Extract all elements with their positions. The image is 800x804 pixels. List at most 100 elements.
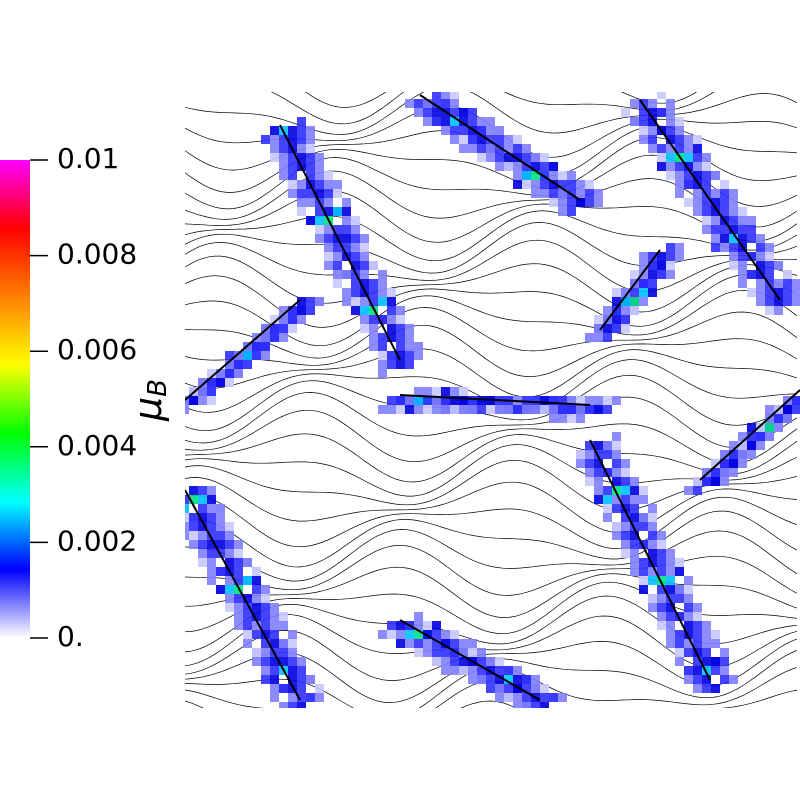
field-cell (621, 522, 630, 531)
field-cell (504, 405, 513, 414)
field-cell (225, 576, 234, 585)
field-cell (540, 153, 549, 162)
field-cell (414, 639, 423, 648)
field-cell (540, 405, 549, 414)
field-cell (666, 243, 675, 252)
field-cell (216, 531, 225, 540)
field-cell (684, 594, 693, 603)
field-cell (252, 657, 261, 666)
field-cell (738, 261, 747, 270)
field-cell (765, 252, 774, 261)
field-cell (297, 675, 306, 684)
field-cell (531, 675, 540, 684)
field-cell (351, 306, 360, 315)
field-cell (558, 405, 567, 414)
field-cell (711, 207, 720, 216)
field-cell (261, 594, 270, 603)
field-cell (594, 468, 603, 477)
field-cell (693, 675, 702, 684)
field-cell (702, 621, 711, 630)
field-cell (306, 135, 315, 144)
field-cell (243, 612, 252, 621)
field-cell (432, 117, 441, 126)
field-cell (459, 396, 468, 405)
field-cell (423, 99, 432, 108)
field-cell (648, 108, 657, 117)
field-cell (414, 621, 423, 630)
field-cell (729, 216, 738, 225)
field-cell (567, 171, 576, 180)
field-cell (612, 450, 621, 459)
field-cell (315, 234, 324, 243)
field-cell (666, 585, 675, 594)
field-cell (495, 135, 504, 144)
field-cell (585, 441, 594, 450)
field-cell (648, 99, 657, 108)
field-cell (531, 189, 540, 198)
field-cell (378, 405, 387, 414)
field-cell (270, 657, 279, 666)
field-cell (450, 135, 459, 144)
field-cell (675, 558, 684, 567)
field-cell (360, 252, 369, 261)
field-cell (252, 585, 261, 594)
field-cell (756, 441, 765, 450)
field-cell (594, 324, 603, 333)
field-cell (711, 657, 720, 666)
field-cell (279, 171, 288, 180)
field-cell (684, 486, 693, 495)
field-cell (198, 531, 207, 540)
field-cell (576, 459, 585, 468)
field-cell (675, 639, 684, 648)
field-cell (441, 117, 450, 126)
field-cell (774, 288, 783, 297)
field-cell (756, 243, 765, 252)
field-cell (270, 639, 279, 648)
field-cell (648, 252, 657, 261)
field-cell (243, 351, 252, 360)
field-cell (666, 594, 675, 603)
field-cell (666, 603, 675, 612)
field-cell (657, 558, 666, 567)
field-cell (234, 612, 243, 621)
field-cell (450, 405, 459, 414)
field-cell (369, 297, 378, 306)
field-cell (540, 189, 549, 198)
field-cell (765, 405, 774, 414)
field-cell (207, 522, 216, 531)
field-cell (288, 153, 297, 162)
field-cell (351, 288, 360, 297)
field-cell (207, 558, 216, 567)
field-cell (261, 648, 270, 657)
colorbar-tick-label: 0.01 (57, 142, 119, 175)
field-cell (702, 216, 711, 225)
field-cell (288, 693, 297, 702)
field-cell (261, 675, 270, 684)
field-cell (693, 153, 702, 162)
field-cell (360, 324, 369, 333)
field-cell (531, 684, 540, 693)
field-cell (657, 531, 666, 540)
field-cell (675, 144, 684, 153)
field-cell (387, 396, 396, 405)
field-cell (720, 675, 729, 684)
field-cell (495, 657, 504, 666)
field-cell (324, 198, 333, 207)
field-cell (207, 540, 216, 549)
field-cell (414, 99, 423, 108)
field-cell (297, 126, 306, 135)
field-cell (333, 225, 342, 234)
field-cell (612, 297, 621, 306)
field-cell (639, 270, 648, 279)
field-cell (603, 504, 612, 513)
field-cell (306, 126, 315, 135)
contour-line (185, 477, 798, 533)
field-cell (486, 666, 495, 675)
field-cell (369, 306, 378, 315)
field-cell (603, 324, 612, 333)
field-cell (639, 108, 648, 117)
field-cell (594, 477, 603, 486)
field-cell (774, 306, 783, 315)
field-cell (459, 144, 468, 153)
field-cell (270, 612, 279, 621)
